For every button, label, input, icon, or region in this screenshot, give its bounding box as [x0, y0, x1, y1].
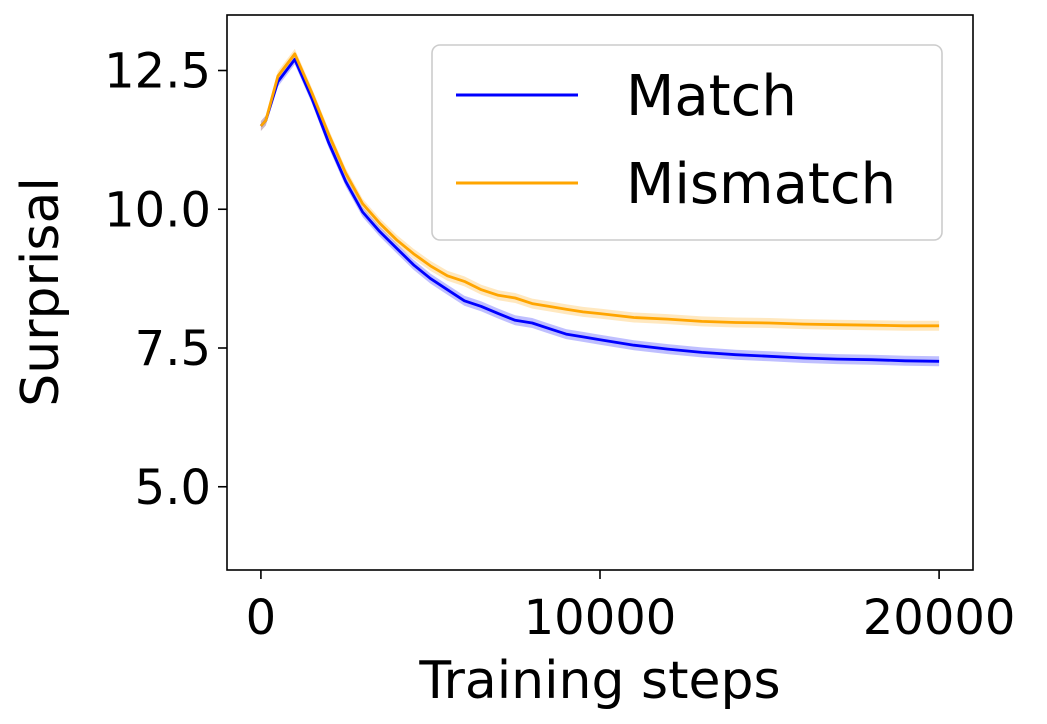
- series-lines: [259, 52, 940, 363]
- legend: Match Mismatch: [431, 44, 943, 241]
- legend-label-mismatch: Mismatch: [626, 152, 896, 217]
- y-tick-label: 5.0: [135, 460, 211, 516]
- x-axis-label: Training steps: [418, 651, 780, 711]
- series-line-mismatch: [259, 52, 940, 328]
- y-axis-label: Surprisal: [11, 177, 71, 407]
- x-tick-label: 10000: [524, 590, 677, 646]
- x-tick-label: 20000: [863, 590, 1016, 646]
- x-axis-ticks: 0 10000 20000: [246, 570, 1016, 646]
- y-axis-ticks: 5.0 7.5 10.0 12.5: [104, 44, 227, 516]
- y-tick-label: 10.0: [104, 182, 211, 238]
- legend-entries: Match Mismatch: [456, 64, 896, 217]
- legend-label-match: Match: [626, 64, 797, 129]
- x-tick-label: 0: [246, 590, 277, 646]
- y-tick-label: 7.5: [135, 321, 211, 377]
- series-line-match: [259, 58, 940, 363]
- y-tick-label: 12.5: [104, 44, 211, 100]
